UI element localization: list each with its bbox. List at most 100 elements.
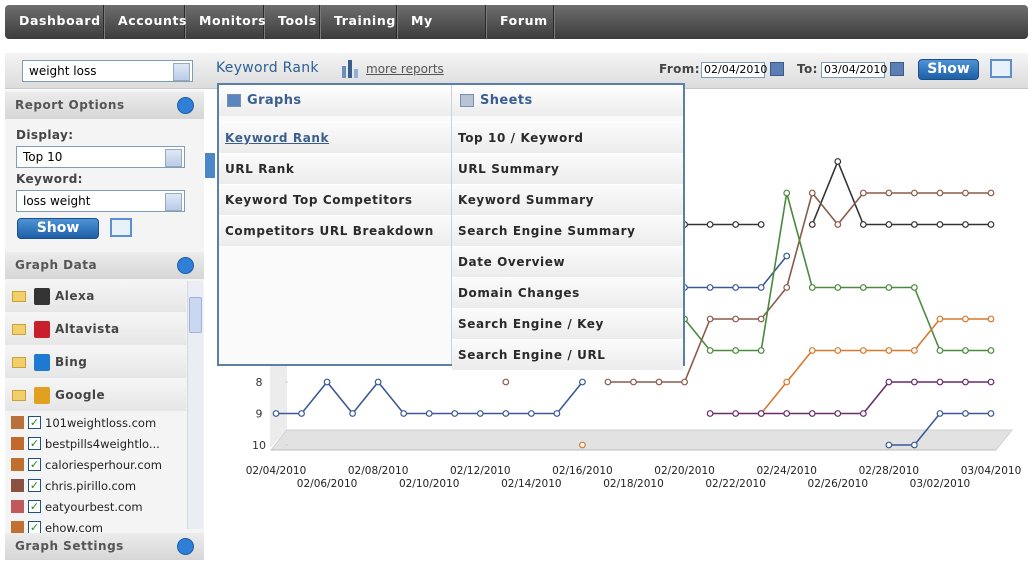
- display-label: Display:: [16, 128, 74, 142]
- data-point: [885, 378, 893, 386]
- engine-name: Alexa: [55, 289, 95, 303]
- show-button[interactable]: Show: [918, 59, 979, 80]
- y-tick-label: 8: [256, 376, 263, 389]
- data-point: [910, 189, 918, 197]
- section-header[interactable]: Graph Settings: [5, 533, 204, 560]
- menu-item[interactable]: Top 10 / Keyword: [452, 122, 683, 153]
- data-point: [910, 378, 918, 386]
- more-reports-link[interactable]: more reports: [366, 62, 444, 76]
- site-checkbox[interactable]: ✓: [28, 500, 41, 513]
- site-row: ✓ eatyourbest.com: [11, 497, 189, 517]
- export-icon[interactable]: [990, 59, 1012, 78]
- menu-item[interactable]: URL Rank: [219, 153, 451, 184]
- sidebar-show-button[interactable]: Show: [17, 218, 99, 239]
- data-point: [579, 441, 586, 449]
- header-text: Graph Data: [15, 258, 98, 272]
- collapse-icon[interactable]: [177, 97, 194, 114]
- data-point: [885, 284, 893, 291]
- data-point: [859, 189, 867, 197]
- nav-item[interactable]: Tools: [264, 5, 320, 39]
- x-tick-label: 03/02/2010: [910, 478, 971, 490]
- menu-item[interactable]: Keyword Top Competitors: [219, 184, 451, 215]
- site-checkbox[interactable]: ✓: [28, 458, 41, 471]
- data-point: [987, 347, 995, 354]
- menu-item[interactable]: Domain Changes: [452, 277, 683, 308]
- data-point: [859, 347, 867, 354]
- calendar-icon[interactable]: [770, 62, 784, 76]
- engine-row[interactable]: Bing: [5, 347, 186, 378]
- data-point: [527, 410, 535, 417]
- data-point: [706, 315, 714, 323]
- site-checkbox[interactable]: ✓: [28, 416, 41, 429]
- section-header[interactable]: Report Options: [5, 92, 204, 119]
- site-color: [11, 416, 24, 429]
- menu-item[interactable]: Search Engine / Key: [452, 308, 683, 339]
- menu-item[interactable]: Competitors URL Breakdown: [219, 215, 451, 246]
- menu-item[interactable]: Keyword Summary: [452, 184, 683, 215]
- site-color: [11, 437, 24, 450]
- data-point: [987, 378, 995, 386]
- engine-row[interactable]: Alexa: [5, 281, 186, 312]
- data-point: [910, 347, 918, 354]
- nav-item[interactable]: Monitors: [185, 5, 266, 39]
- data-point: [706, 221, 714, 228]
- sheets-column: Sheets Top 10 / Keyword URL Summary Keyword…: [452, 85, 683, 370]
- export-icon[interactable]: [110, 218, 132, 237]
- menu-item[interactable]: Keyword Rank: [219, 122, 451, 153]
- keyword-select[interactable]: loss weight: [16, 190, 185, 212]
- menu-item[interactable]: Search Engine Summary: [452, 215, 683, 246]
- section-header[interactable]: Graph Data: [5, 252, 204, 279]
- data-point: [400, 410, 408, 417]
- display-select[interactable]: Top 10: [16, 146, 185, 168]
- data-point: [757, 410, 765, 417]
- data-point: [553, 410, 561, 417]
- scrollbar[interactable]: [187, 281, 203, 529]
- menu-item[interactable]: Search Engine / URL: [452, 339, 683, 370]
- engine-row[interactable]: Altavista: [5, 314, 186, 345]
- nav-item[interactable]: Accounts: [104, 5, 187, 39]
- engine-icon: [34, 288, 50, 305]
- expand-icon[interactable]: [177, 538, 194, 555]
- site-row: ✓ bestpills4weightlo...: [11, 434, 189, 454]
- x-tick-label: 02/22/2010: [705, 478, 766, 490]
- site-checkbox[interactable]: ✓: [28, 437, 41, 450]
- menu-item[interactable]: URL Summary: [452, 153, 683, 184]
- data-point: [834, 284, 842, 291]
- engine-name: Bing: [55, 355, 88, 369]
- data-point: [962, 410, 969, 417]
- nav-item[interactable]: Dashboard: [5, 5, 104, 39]
- y-tick-label: 10: [252, 439, 266, 452]
- to-date[interactable]: 03/04/2010: [821, 62, 887, 78]
- data-point: [783, 378, 791, 386]
- data-point: [910, 284, 918, 291]
- x-tick-label: 02/14/2010: [501, 478, 562, 490]
- data-point: [783, 410, 791, 417]
- site-checkbox[interactable]: ✓: [28, 479, 41, 492]
- data-point: [451, 410, 459, 417]
- folder-icon: [12, 357, 26, 368]
- series-line: [683, 192, 991, 352]
- nav-item[interactable]: Training: [320, 5, 397, 39]
- data-point: [783, 284, 791, 291]
- collapse-tab[interactable]: [205, 153, 215, 178]
- site-name: caloriesperhour.com: [45, 458, 162, 472]
- x-tick-label: 02/28/2010: [859, 465, 920, 477]
- data-point: [885, 221, 893, 228]
- to-label: To:: [797, 62, 818, 76]
- y-tick-label: 9: [256, 408, 263, 421]
- site-select[interactable]: weight loss: [22, 60, 193, 82]
- series-line: [710, 381, 991, 415]
- calendar-icon[interactable]: [890, 62, 904, 76]
- nav-item[interactable]: Forum: [486, 5, 554, 39]
- menu-header: Sheets: [452, 85, 683, 116]
- site-color: [11, 500, 24, 513]
- menu-item[interactable]: Date Overview: [452, 246, 683, 277]
- data-point: [962, 189, 969, 197]
- from-date[interactable]: 02/04/2010: [701, 62, 767, 78]
- data-point: [987, 221, 995, 228]
- engine-row[interactable]: Google: [5, 380, 186, 411]
- collapse-icon[interactable]: [177, 257, 194, 274]
- engine-icon: [34, 354, 50, 371]
- reports-icon: [340, 60, 360, 78]
- data-point: [732, 315, 740, 323]
